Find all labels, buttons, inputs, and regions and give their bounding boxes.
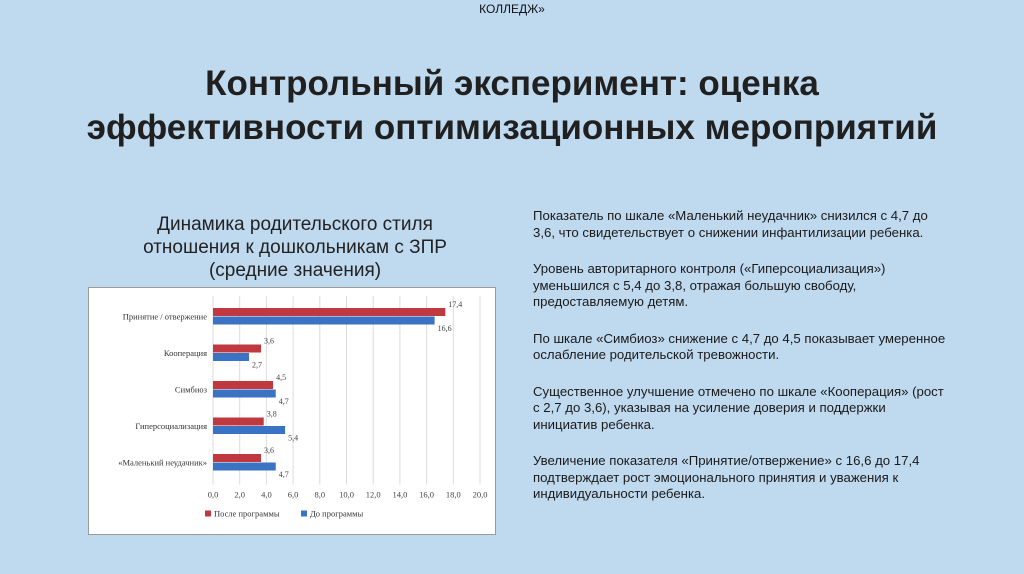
note-paragraph: Уровень авторитарного контроля («Гиперсо… [533, 261, 886, 309]
x-tick-label: 6,0 [288, 490, 299, 500]
data-label: 3,8 [267, 410, 277, 419]
data-label: 17,4 [448, 300, 462, 309]
x-tick-label: 18,0 [446, 490, 461, 500]
bar-after [213, 381, 274, 389]
bar-before [213, 353, 250, 361]
note-paragraph: Увеличение показателя «Принятие/отвержен… [533, 453, 920, 501]
x-tick-label: 0,0 [208, 490, 219, 500]
data-label: 4,5 [276, 373, 286, 382]
x-tick-label: 10,0 [339, 490, 354, 500]
x-tick-label: 8,0 [314, 490, 325, 500]
bar-chart-svg: 0,0 2,0 4,0 6,0 8,0 10,0 12,0 14,0 16,0 18,0 20,0 П… [118, 296, 488, 519]
notes-panel: Показатель по шкале «Маленький неудачник… [533, 208, 953, 523]
bar-after [213, 417, 264, 426]
bar-chart: 0,0 2,0 4,0 6,0 8,0 10,0 12,0 14,0 16,0 18,0 20,0 П… [88, 287, 496, 535]
x-tick-label: 20,0 [473, 490, 488, 500]
data-label: 4,7 [279, 397, 289, 406]
note-paragraph: Показатель по шкале «Маленький неудачник… [533, 208, 928, 240]
bar-after [213, 344, 262, 353]
bar-before [213, 462, 276, 471]
note-paragraph: По шкале «Симбиоз» снижение с 4,7 до 4,5… [533, 330, 946, 363]
x-tick-label: 4,0 [261, 490, 272, 500]
x-tick-label: 14,0 [392, 490, 407, 500]
chart-heading-line-1: Динамика родительского стиля [157, 214, 433, 235]
slide-title: Контрольный эксперимент: оценка эффектив… [86, 64, 938, 147]
x-tick-label: 2,0 [234, 490, 245, 500]
bar-after [213, 454, 262, 462]
bar-before [213, 426, 286, 434]
data-label: 5,4 [288, 434, 298, 443]
chart-heading: Динамика родительского стиля отношения к… [100, 213, 490, 282]
chart-heading-line-2: отношения к дошкольникам с ЗПР [143, 237, 447, 258]
category-label: «Маленький неудачник» [118, 458, 207, 468]
data-label: 4,7 [279, 470, 289, 479]
legend-swatch [301, 510, 307, 517]
x-tick-label: 12,0 [366, 490, 381, 500]
category-label: Принятие / отвержение [123, 312, 208, 322]
category-label: Гиперсоциализация [135, 421, 207, 431]
note-paragraph: Существенное улучшение отмечено по шкале… [533, 383, 944, 432]
bar-before [213, 389, 276, 398]
bar-after [213, 308, 446, 316]
chart-heading-line-3: (средние значения) [208, 260, 382, 281]
legend-label: После программы [214, 509, 280, 519]
category-label: Симбиоз [175, 385, 208, 395]
x-tick-label: 16,0 [419, 490, 434, 500]
legend-label: До программы [310, 509, 363, 519]
data-label: 3,6 [264, 446, 274, 455]
data-label: 16,6 [438, 324, 452, 333]
legend-swatch [205, 510, 211, 517]
data-label: 2,7 [252, 361, 262, 370]
category-label: Кооперация [164, 348, 207, 358]
data-label: 3,6 [264, 337, 274, 346]
bar-before [213, 316, 435, 325]
header-label: КОЛЛЕДЖ» [479, 2, 545, 16]
